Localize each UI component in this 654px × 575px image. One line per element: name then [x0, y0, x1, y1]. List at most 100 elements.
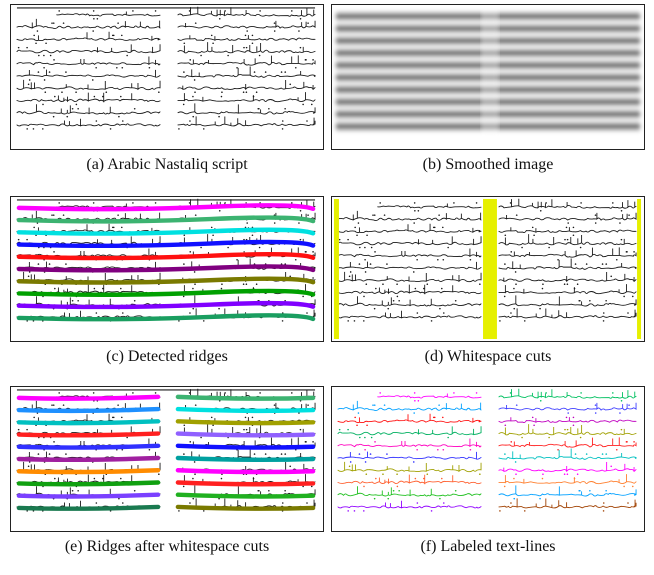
- script-dot: [363, 485, 365, 488]
- script-dot: [306, 502, 308, 504]
- ridge-left: [16, 455, 161, 463]
- script-dot: [77, 107, 79, 110]
- script-dot: [259, 10, 261, 12]
- script-dot: [359, 246, 361, 249]
- script-dot: [294, 66, 297, 69]
- column-gap: [481, 5, 499, 149]
- script-dot: [439, 497, 441, 500]
- labeled-lines-image: [331, 386, 645, 532]
- script-stroke: [337, 461, 482, 473]
- script-dot: [245, 238, 248, 241]
- script-dot: [245, 428, 248, 431]
- script-dot: [620, 400, 623, 402]
- script-dot: [291, 10, 293, 12]
- script-dot: [28, 271, 31, 273]
- script-dot: [202, 320, 205, 322]
- script-stroke: [498, 234, 637, 246]
- script-stroke: [337, 486, 482, 497]
- script-dot: [369, 453, 372, 455]
- script-dot: [416, 448, 418, 451]
- whitespace-cuts-image: [331, 196, 645, 342]
- script-dot: [54, 287, 56, 290]
- script-stroke: [16, 31, 161, 42]
- script-dot: [541, 287, 544, 290]
- script-stroke: [177, 35, 316, 42]
- script-dot: [44, 91, 47, 93]
- script-dot: [117, 214, 119, 216]
- script-dot: [503, 485, 506, 488]
- script-dot: [49, 54, 52, 57]
- script-dot: [28, 461, 31, 463]
- script-dot: [42, 103, 44, 106]
- script-dot: [594, 412, 597, 414]
- script-dot: [572, 416, 575, 419]
- script-dot: [619, 412, 621, 414]
- manuscript-text: [16, 6, 317, 130]
- script-dot: [620, 238, 623, 241]
- script-dot: [579, 299, 581, 302]
- script-dot: [58, 10, 60, 12]
- script-dot: [338, 428, 341, 431]
- script-dot: [255, 91, 258, 93]
- script-dot: [364, 271, 367, 273]
- script-dot: [602, 510, 605, 512]
- script-dot: [306, 312, 308, 314]
- script-dot: [95, 502, 98, 504]
- script-dot: [503, 295, 506, 298]
- script-dot: [576, 473, 579, 475]
- script-dot: [132, 10, 134, 12]
- script-dot: [579, 489, 581, 492]
- script-dot: [438, 404, 440, 406]
- ridge-left: [16, 419, 161, 426]
- script-stroke: [337, 248, 482, 258]
- script-dot: [349, 271, 352, 273]
- script-stroke: [177, 79, 316, 91]
- script-stroke: [16, 248, 161, 258]
- script-dot: [268, 107, 270, 110]
- script-dot: [189, 120, 191, 122]
- script-dot: [364, 461, 367, 463]
- script-dot: [510, 251, 513, 253]
- script-dot: [423, 287, 425, 290]
- script-dot: [358, 263, 361, 265]
- script-stroke: [177, 20, 316, 29]
- script-dot: [307, 22, 309, 24]
- script-dot: [539, 210, 542, 212]
- script-dot: [218, 18, 221, 20]
- script-dot: [280, 71, 283, 73]
- script-dot: [305, 251, 307, 253]
- script-dot: [396, 295, 399, 298]
- script-dot: [71, 299, 74, 302]
- script-dot: [531, 226, 534, 229]
- script-dot: [312, 441, 314, 443]
- script-dot: [545, 392, 547, 394]
- script-stroke: [498, 485, 637, 497]
- panel-whitespace-cuts: (d) Whitespace cuts: [331, 196, 645, 381]
- script-dot: [183, 424, 186, 427]
- script-dot: [51, 214, 53, 216]
- ridge-full: [16, 251, 316, 261]
- script-dot: [515, 473, 517, 475]
- script-dot: [447, 246, 449, 249]
- script-dot: [93, 18, 95, 20]
- script-dot: [392, 299, 395, 302]
- script-dot: [564, 428, 566, 431]
- script-dot: [193, 271, 196, 273]
- script-dot: [178, 320, 180, 322]
- script-dot: [280, 453, 283, 455]
- script-dot: [601, 263, 604, 265]
- script-dot: [363, 510, 365, 512]
- script-dot: [194, 91, 196, 93]
- script-dot: [52, 404, 55, 406]
- caption-e: (e) Ridges after whitespace cuts: [64, 538, 270, 555]
- script-dot: [243, 238, 245, 241]
- script-stroke: [377, 203, 482, 209]
- script-dot: [430, 320, 433, 322]
- script-dot: [189, 441, 192, 443]
- script-dot: [200, 436, 202, 439]
- script-dot: [387, 307, 390, 310]
- script-dot: [602, 312, 605, 314]
- script-stroke: [498, 247, 637, 258]
- script-dot: [365, 283, 368, 285]
- script-dot: [194, 214, 197, 216]
